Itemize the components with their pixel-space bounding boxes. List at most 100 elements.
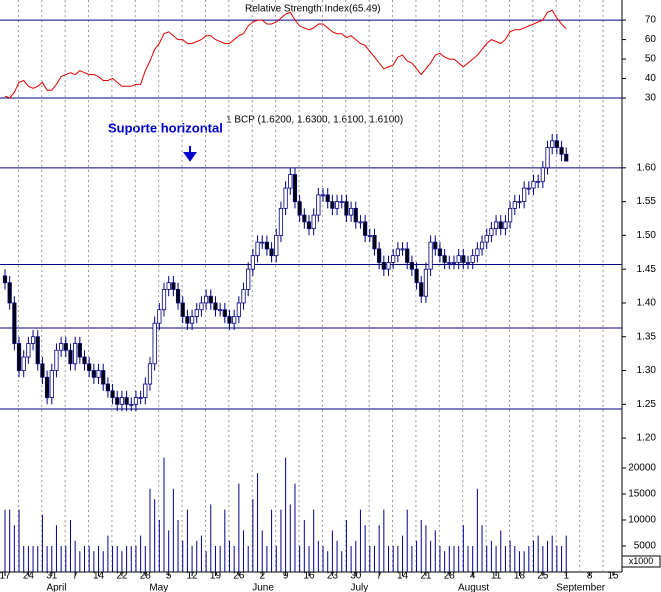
month-label: September [556,583,606,592]
candle-body [381,262,386,270]
candle-body [330,201,335,209]
x-tick-label: 30 [350,571,362,582]
candle-body [414,268,419,284]
candle-body [344,201,349,216]
candle-body [21,356,26,371]
x-tick-label: 8 [587,571,593,582]
candle-body [7,282,12,304]
candle-body [227,316,232,324]
candle-body [110,390,115,398]
y-tick-label: 1.45 [637,264,657,275]
candle-body [386,262,391,270]
candle-body [348,207,354,216]
candle-body [40,363,45,378]
candle-body [409,262,414,270]
candle-body [493,221,499,230]
candle-body [119,397,125,405]
candle-body [508,207,513,223]
candle-body [124,397,129,405]
candle-body [171,282,176,290]
candle-body [82,356,87,365]
y-tick-label: 15000 [628,489,656,500]
candle-body [35,336,40,365]
month-label: July [350,583,368,592]
y-tick-label: 60 [645,34,657,45]
candle-body [2,275,8,284]
candle-body [311,214,316,230]
candle-body [12,302,17,344]
candle-body [465,262,471,264]
candle-body [59,343,64,351]
candle-body [199,302,204,311]
candle-body [363,221,368,236]
x-tick-label: 16 [303,571,315,582]
x-tick-label: 25 [537,571,549,582]
rsi-title: Relative Strength Index(65.49) [245,4,381,15]
y-tick-label: 1.20 [637,433,657,444]
candle-body [334,201,340,209]
unit-box [621,555,661,568]
candle-body [185,316,190,324]
candle-body [391,255,396,263]
annotation-arrow [183,146,197,162]
candle-body [246,268,251,290]
candle-body [353,207,358,223]
candle-body [372,234,377,250]
candle-body [73,343,78,365]
candle-body [550,140,555,148]
x-tick-label: 5 [166,571,172,582]
x-tick-label: 31 [46,571,58,582]
candle-body [236,302,241,317]
candle-body [451,262,457,264]
y-tick-label: 1.60 [637,162,657,173]
candle-body [87,363,92,371]
candle-body [489,228,494,236]
candle-body [143,383,148,398]
candle-body [419,282,424,297]
candle-body [433,241,438,250]
candle-body [54,349,59,371]
candle-body [475,248,480,257]
candle-body [16,343,22,371]
candle-body [105,383,110,392]
x-tick-label: 22 [116,571,128,582]
y-tick-label: 1.25 [637,399,657,410]
x-tick-label: 18 [514,571,526,582]
candle-body [316,194,321,216]
y-tick-label: 1.40 [637,298,657,309]
candle-body [437,248,443,257]
month-label: June [252,583,274,592]
candle-body [292,174,298,203]
candle-body [96,370,101,378]
candle-body [269,248,274,257]
candle-body [531,180,536,189]
candle-body [526,187,531,190]
candle-body [91,370,96,378]
candle-body [554,140,559,148]
x-tick-label: 28 [140,571,152,582]
candle-body [161,289,167,311]
candle-body [517,201,522,204]
candle-body [157,309,162,324]
candle-body [115,397,120,405]
volume-unit: x1000 [629,556,654,566]
x-tick-label: 17 [0,571,11,582]
month-label: April [46,583,66,592]
candle-body [166,282,171,290]
y-tick-label: 40 [645,73,657,84]
x-tick-label: 4 [470,571,476,582]
candle-body [129,403,134,406]
candle-body [447,262,452,264]
y-tick-label: 1.50 [637,230,657,241]
candle-body [545,147,550,169]
candle-body [564,153,569,162]
y-tick-label: 20000 [628,463,656,474]
candle-body [428,241,433,270]
candle-body [479,241,485,250]
month-label: August [458,583,489,592]
candle-body [288,174,293,189]
x-tick-label: 15 [607,571,619,582]
candle-body [30,336,36,344]
candle-body [204,295,209,304]
